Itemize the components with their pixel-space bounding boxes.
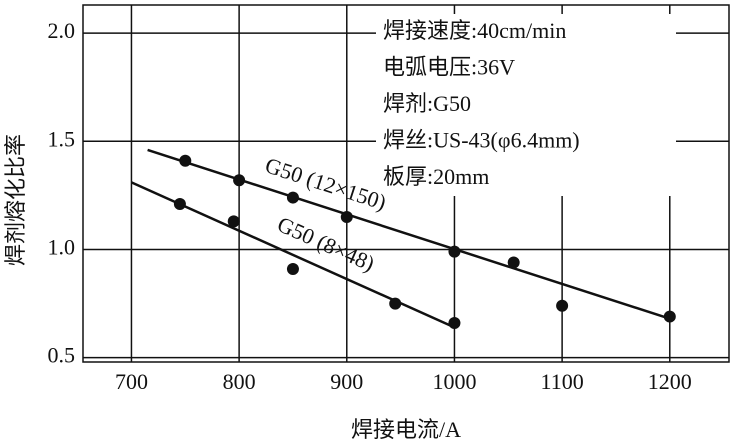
- x-tick-label: 800: [223, 369, 256, 394]
- y-tick-label: 0.5: [48, 343, 76, 368]
- annotation: 焊剂:G50: [383, 91, 471, 116]
- annotation-box: [376, 14, 676, 196]
- data-point: [286, 262, 299, 275]
- data-point: [663, 310, 676, 323]
- series-label: G50 (12×150): [262, 152, 389, 215]
- annotation: 焊接速度:40cm/min: [383, 18, 566, 43]
- data-point: [286, 191, 299, 204]
- x-tick-label: 700: [115, 369, 148, 394]
- data-point: [179, 154, 192, 167]
- y-tick-label: 2.0: [48, 18, 76, 43]
- y-tick-label: 1.5: [48, 126, 76, 151]
- annotation: 电弧电压:36V: [383, 55, 515, 80]
- x-tick-label: 1100: [541, 369, 584, 394]
- x-tick-label: 1000: [432, 369, 476, 394]
- data-point: [556, 299, 569, 312]
- data-point: [173, 198, 186, 211]
- data-point: [448, 317, 461, 330]
- x-tick-label: 1200: [648, 369, 692, 394]
- x-tick-label: 900: [330, 369, 363, 394]
- plot-frame: [82, 4, 730, 363]
- y-axis-label: 焊剂熔化比率: [3, 134, 28, 266]
- data-point: [340, 211, 353, 224]
- annotation: 焊丝:US-43(φ6.4mm): [383, 128, 580, 153]
- data-point: [507, 256, 520, 269]
- annotation: 板厚:20mm: [383, 164, 489, 189]
- y-tick-label: 1.0: [48, 235, 76, 260]
- data-point: [448, 245, 461, 258]
- data-point: [233, 174, 246, 187]
- data-point: [389, 297, 402, 310]
- x-axis-label: 焊接电流/A: [351, 417, 461, 442]
- data-point: [227, 215, 240, 228]
